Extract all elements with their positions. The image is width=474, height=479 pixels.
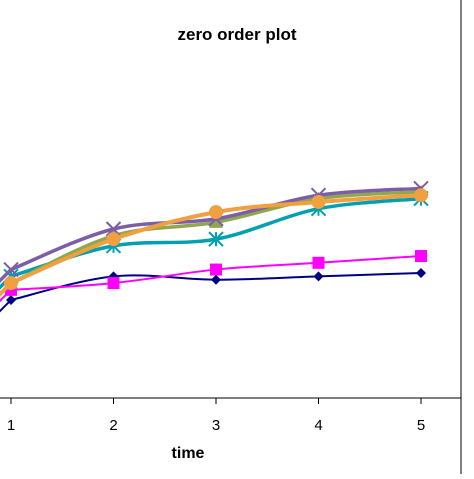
- square-marker: [107, 277, 120, 290]
- circle-marker: [4, 276, 18, 291]
- x-marker: [3, 261, 19, 278]
- x-axis-label: time: [172, 445, 205, 462]
- x-tick-layer: 1 2 3 4 5: [7, 398, 425, 434]
- circle-marker: [414, 188, 428, 203]
- x-tick-label: 4: [314, 417, 322, 434]
- circle-marker: [209, 205, 223, 220]
- square-marker: [415, 250, 427, 263]
- x-tick-label: 1: [7, 417, 15, 434]
- triangle-marker: [209, 215, 223, 228]
- square-marker: [312, 256, 325, 269]
- square-marker: [210, 263, 222, 276]
- circle-marker: [106, 232, 121, 247]
- x-marker: [105, 221, 122, 237]
- series-group: [0, 267, 426, 313]
- chart-title: zero order plot: [177, 25, 296, 44]
- series-layer: [0, 180, 429, 313]
- diamond-marker: [313, 271, 324, 282]
- series-group: [0, 188, 428, 297]
- diamond-marker: [211, 274, 221, 285]
- x-tick-label: 2: [109, 417, 117, 434]
- x-tick-label: 5: [417, 417, 425, 434]
- diamond-marker: [416, 267, 426, 278]
- star-marker: [208, 231, 224, 247]
- diamond-marker: [6, 294, 16, 305]
- x-tick-label: 3: [212, 417, 220, 434]
- circle-marker: [311, 194, 326, 209]
